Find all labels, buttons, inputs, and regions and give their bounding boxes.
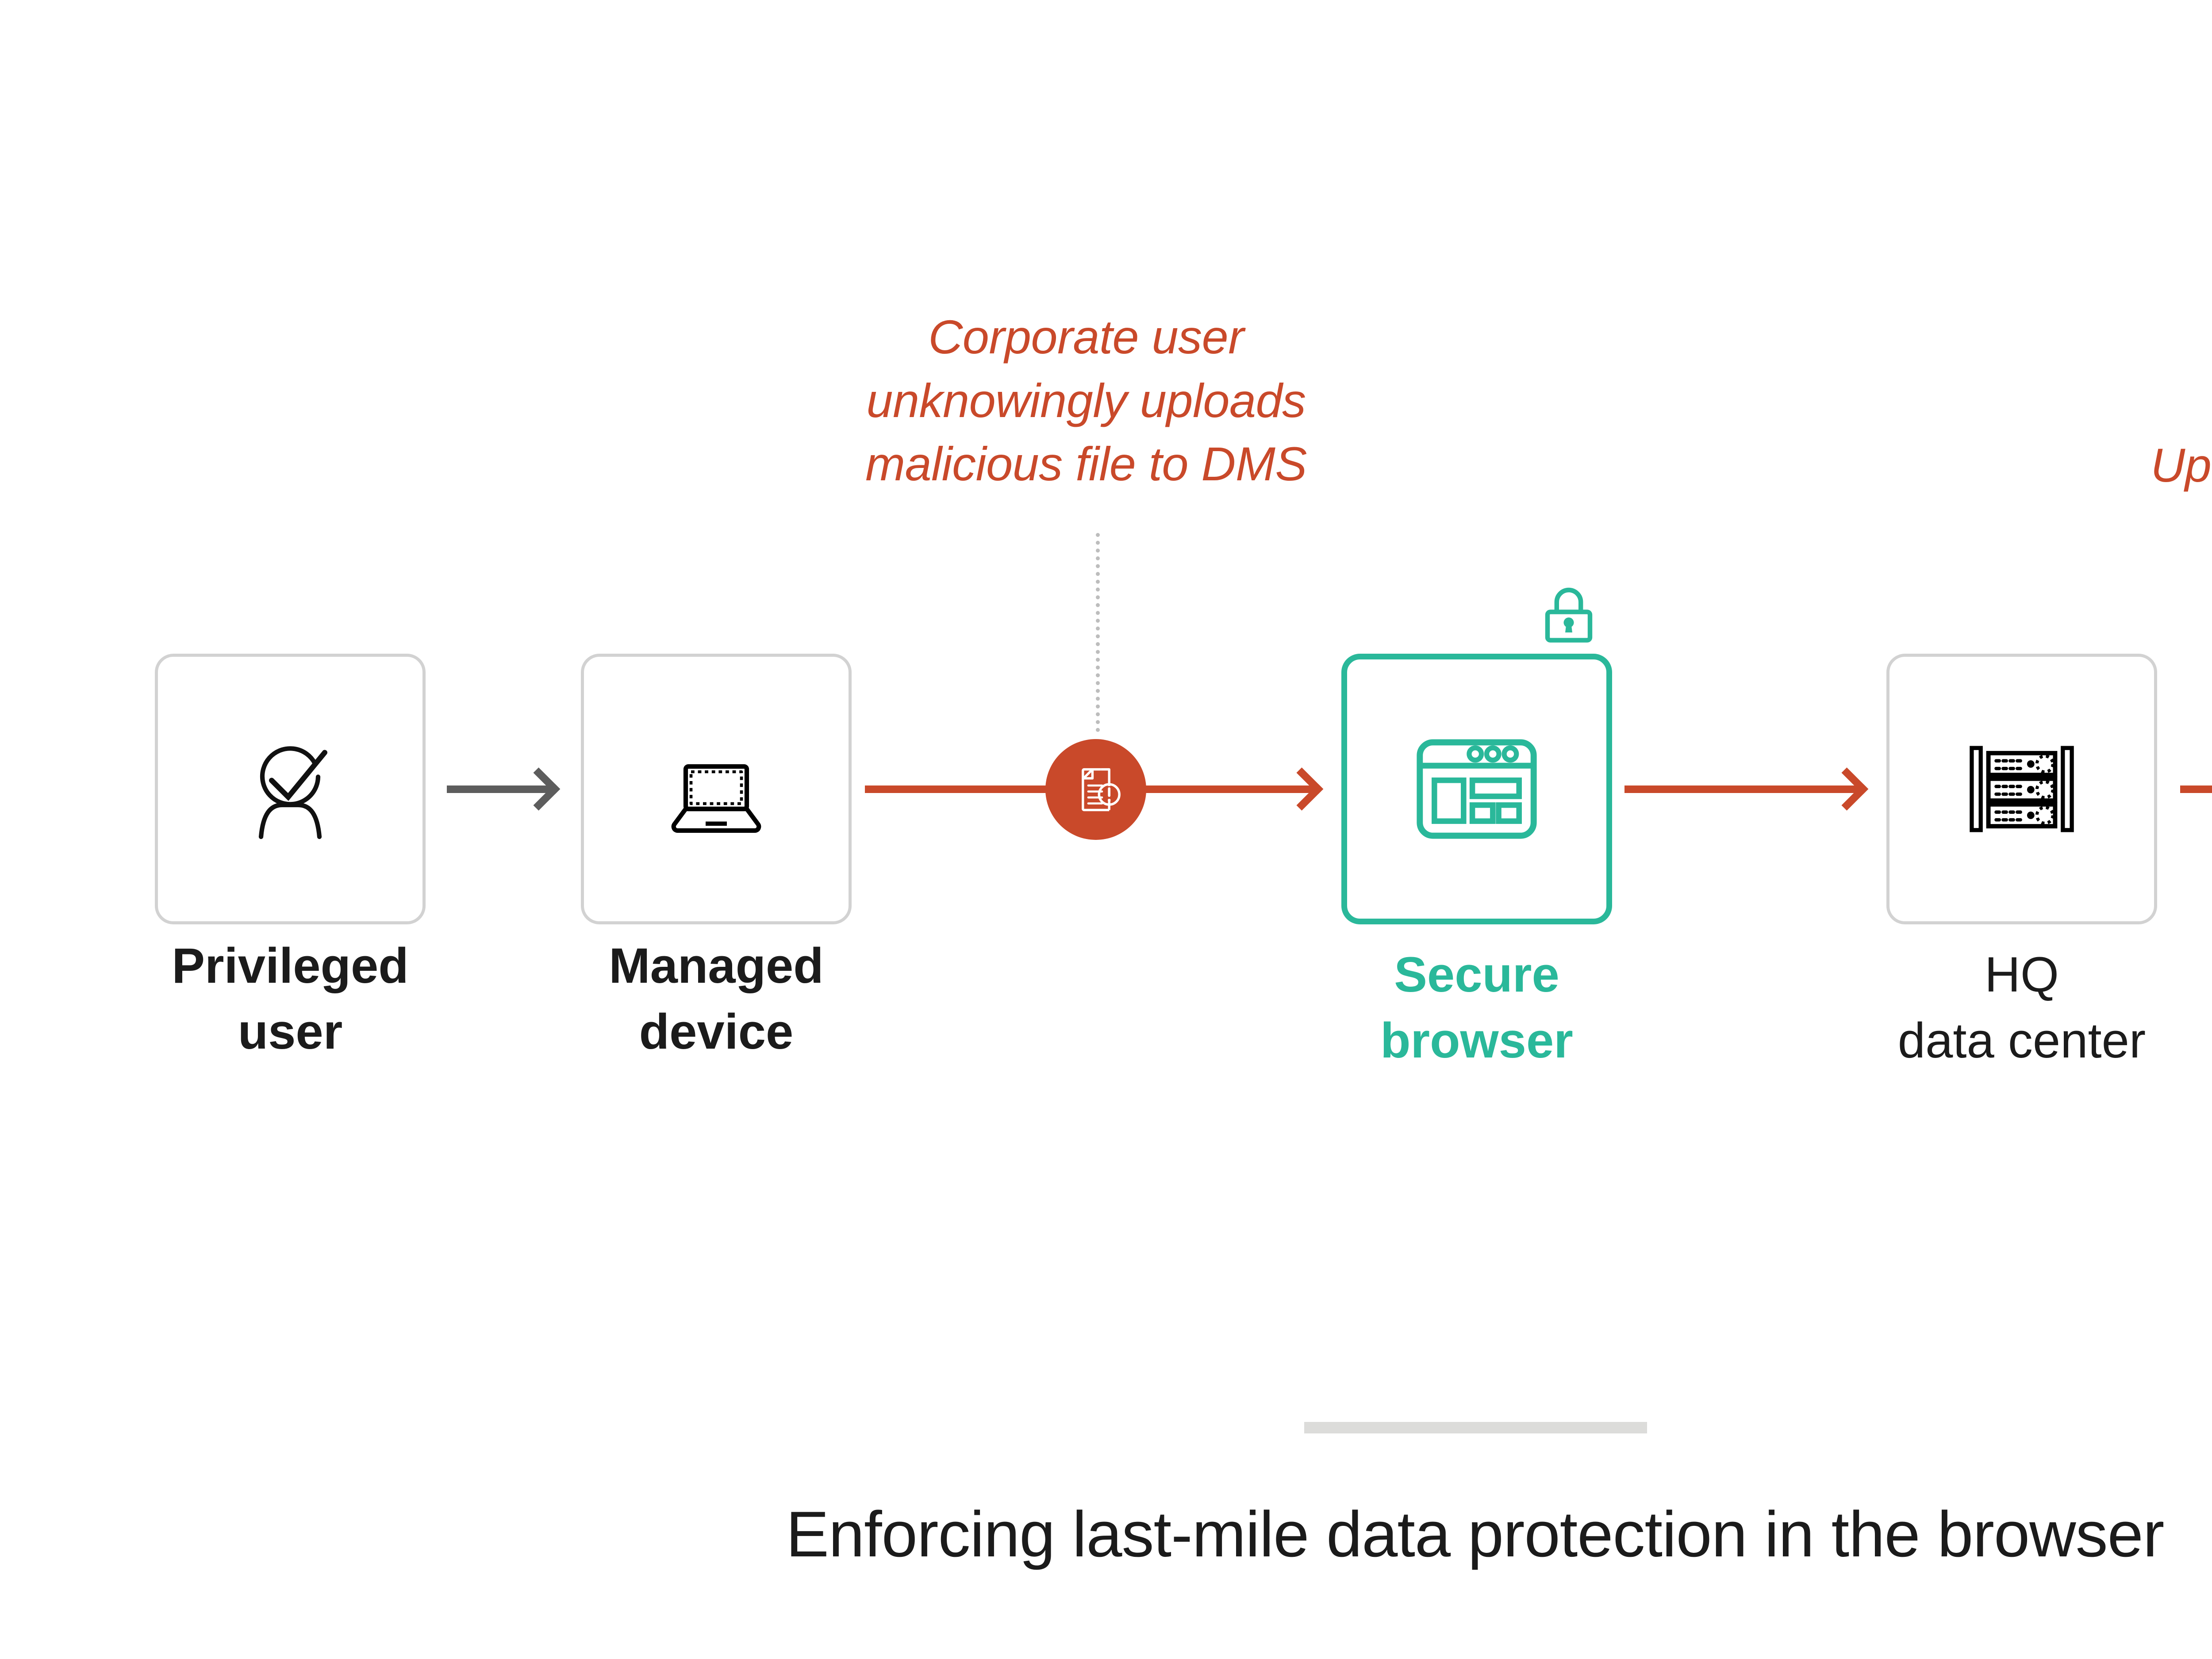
arrow-head: [517, 767, 561, 811]
privileged-user-box: [155, 654, 426, 924]
server-rack-icon: [1958, 725, 2086, 853]
dotted-connector-malicious: [1096, 533, 1100, 732]
managed-device-box: [581, 654, 852, 924]
hq-data-center-label: HQ data center: [1897, 947, 2146, 1068]
hq-data-center-box: [1886, 654, 2157, 924]
badge-malicious-file[interactable]: [1045, 739, 1146, 840]
divider: [1304, 1422, 1647, 1433]
privileged-user-label: Privileged user: [172, 938, 409, 1059]
annotation-malicious-upload: Corporate user unknowingly uploads malic…: [865, 310, 1307, 491]
user-check-icon: [224, 723, 357, 855]
arrow-shaft: [1624, 785, 1862, 793]
browser-window-icon: [1404, 716, 1550, 862]
secure-browser-label: Secure browser: [1380, 947, 1573, 1068]
arrow-shaft: [2180, 785, 2212, 793]
annotation-upload-blocked: Upload blocked: [2151, 438, 2212, 492]
laptop-icon: [650, 723, 783, 855]
arrow-shaft: [447, 785, 554, 793]
page-caption: Enforcing last-mile data protection in t…: [786, 1498, 2165, 1570]
secure-browser-box: [1341, 654, 1612, 924]
padlock-icon: [1533, 579, 1604, 650]
document-alert-icon: [1066, 760, 1126, 820]
arrow-head: [1280, 767, 1324, 811]
managed-device-label: Managed device: [609, 938, 824, 1059]
arrow-head: [1825, 767, 1869, 811]
